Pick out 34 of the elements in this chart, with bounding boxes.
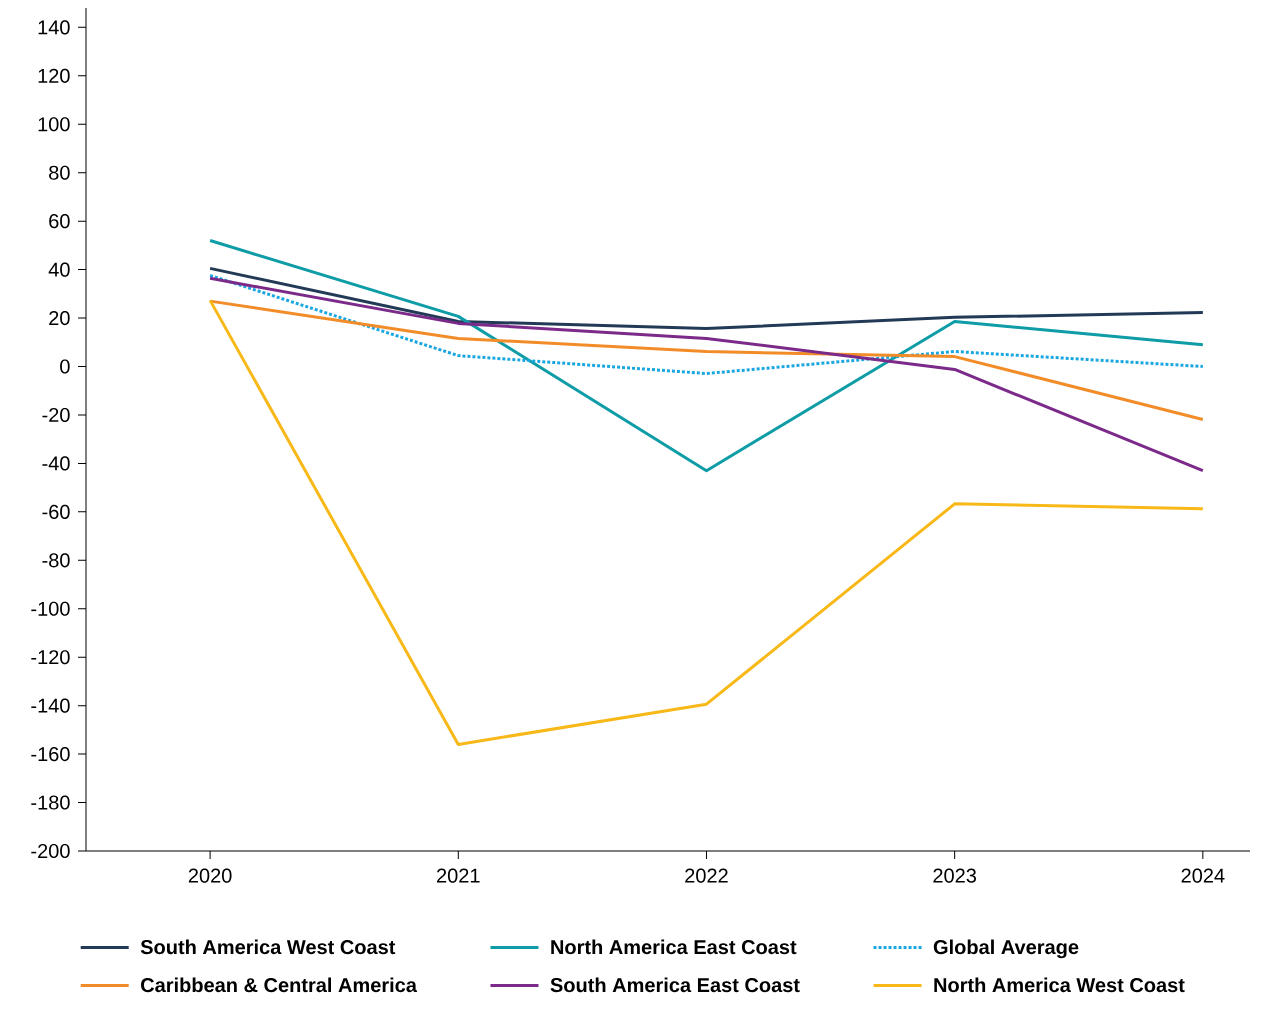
y-tick-label: -180 — [31, 795, 70, 810]
y-tick-label: -160 — [31, 747, 70, 762]
legend-label: Caribbean & Central America — [141, 977, 418, 993]
y-tick-label: 140 — [38, 20, 70, 35]
line-series — [208, 273, 1205, 376]
line-series — [208, 276, 1205, 473]
y-tick-label: 100 — [38, 117, 70, 132]
line-series — [208, 298, 1205, 746]
legend-label: North America East Coast — [551, 939, 797, 955]
y-tick-label: -80 — [42, 553, 70, 568]
y-tick-label: -40 — [42, 456, 70, 471]
y-tick-label: 120 — [38, 68, 70, 83]
y-tick-label: 0 — [60, 359, 70, 374]
x-tick-label: 2020 — [188, 868, 232, 883]
x-tick-label: 2022 — [685, 868, 728, 883]
y-tick-label: -120 — [31, 650, 70, 665]
legend-label: North America West Coast — [934, 977, 1185, 993]
y-tick-label: 80 — [49, 165, 70, 180]
y-tick-label: -200 — [31, 843, 70, 859]
y-tick-label: 20 — [49, 310, 70, 326]
y-tick-label: -60 — [42, 504, 70, 519]
legend-label: South America East Coast — [550, 977, 800, 993]
x-tick-label: 2023 — [933, 868, 977, 883]
y-tick-label: -140 — [31, 698, 70, 713]
y-tick-label: -100 — [31, 601, 70, 616]
y-tick-label: 40 — [48, 262, 70, 277]
x-tick-label: 2021 — [437, 868, 480, 883]
line-series — [208, 266, 1205, 330]
y-tick-label: -20 — [42, 407, 70, 423]
x-tick-label: 2024 — [1181, 868, 1225, 883]
line-series — [208, 239, 1205, 473]
legend-label: Global Average — [933, 939, 1079, 959]
legend-label: South America West Coast — [140, 939, 396, 955]
y-tick-label: 60 — [49, 214, 70, 229]
